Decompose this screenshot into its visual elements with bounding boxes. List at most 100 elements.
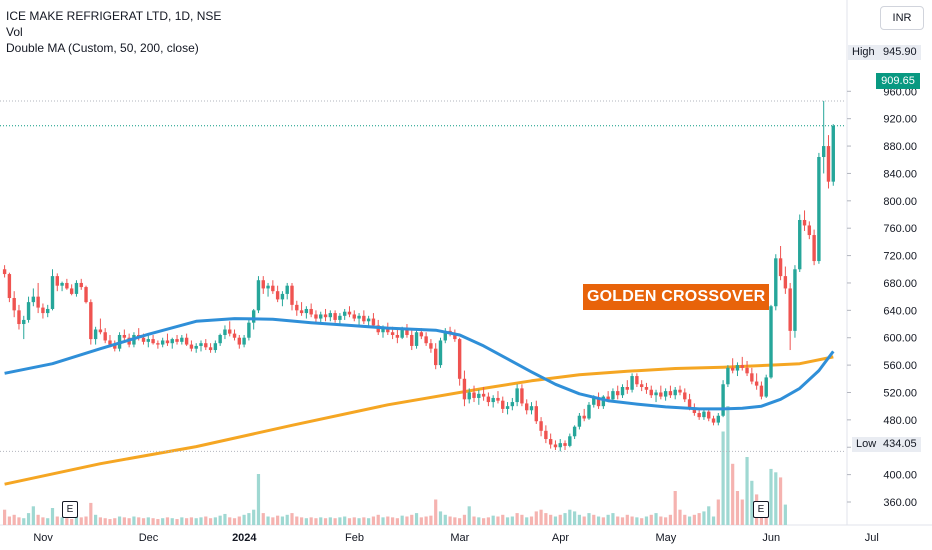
candle [577,413,582,430]
earnings-marker[interactable]: E [62,501,78,518]
candle [175,334,179,345]
earnings-marker[interactable]: E [753,501,769,518]
y-tick-label: 760.00 [883,223,917,235]
candle-body [740,365,744,368]
volume-bar [252,509,256,525]
candle-body [649,389,653,396]
volume-bar [247,513,251,525]
candle [745,360,749,377]
candle [587,402,591,420]
candle-body [170,339,174,344]
candle-body [362,315,366,322]
volume-bar [400,515,404,525]
candle-body [563,443,567,446]
volume-bar [458,518,462,525]
candle-body [539,421,543,431]
volume-bar [453,517,457,525]
volume-bar [371,516,376,525]
candle-body [553,444,558,448]
gridlines [0,0,932,526]
volume-bar [606,514,610,525]
symbol-title[interactable]: ICE MAKE REFRIGERAT LTD, 1D, NSE [6,9,222,23]
volume-bar [338,517,342,525]
candle [572,425,577,440]
volume-bar [319,517,323,525]
candle [333,310,337,323]
volume-bar [635,517,639,525]
volume-bar [386,516,390,525]
candle-body [7,274,12,299]
volume-bar [611,513,615,525]
candle [165,333,170,346]
y-tick-label: 800.00 [883,196,917,208]
candle-body [108,340,112,345]
volume-bar [161,518,165,525]
volume-bar [357,518,361,525]
candle [218,333,222,346]
candle [194,343,198,353]
candle-body [467,392,471,400]
candle-body [98,329,103,333]
volume-bar [108,519,112,525]
candle-body [419,332,424,337]
candle-body [184,337,189,345]
volume-bar [640,518,644,525]
candle [711,415,716,426]
ma-legend[interactable]: Double MA (Custom, 50, 200, close) [6,41,199,55]
volume-bar [740,499,744,525]
candle [223,325,227,340]
candle [366,315,371,327]
candle-body [515,388,519,403]
candle-body [501,400,505,409]
candle [271,280,275,294]
candle [529,402,534,415]
candle [156,340,160,349]
volume-bar [630,516,634,525]
volume-bar [678,509,682,525]
currency-button[interactable]: INR [880,6,924,30]
candle [7,272,12,303]
candle-body [122,334,127,338]
candle [630,373,634,393]
volume-bar [769,468,773,525]
volume-bar [362,517,366,525]
volume-bar [750,480,754,525]
candle-body [625,387,629,390]
volume-bar [347,518,352,525]
volume-bar [304,518,308,525]
candle [323,308,328,322]
volume-bar [697,513,701,525]
candle-body [434,348,438,366]
candle-body [616,391,620,396]
candle-body [424,336,428,344]
volume-bar [702,511,706,525]
candle [750,367,754,385]
low-label: Low [852,437,881,452]
candle [673,387,677,400]
candle [525,399,529,415]
volume-bar [223,513,227,525]
volume-bar [208,518,213,525]
volume-bar [601,517,605,525]
volume-bar [237,516,241,525]
candle [36,282,40,314]
candle-body [798,219,802,270]
candle [2,265,7,278]
volume-bar [285,514,289,525]
candle-body [180,337,184,342]
candle-body [204,343,208,348]
volume-legend[interactable]: Vol [6,25,23,39]
volume-bar [664,517,668,525]
candle-body [199,343,203,346]
volume-bar [721,431,725,525]
volume-bar [496,516,500,525]
candle-body [256,280,261,311]
candle [596,392,601,409]
candle [769,304,773,379]
candle [256,276,261,314]
ma200-line [4,355,834,486]
volume-bar [529,516,534,525]
candle-body [443,330,447,341]
candle-body [582,415,586,419]
